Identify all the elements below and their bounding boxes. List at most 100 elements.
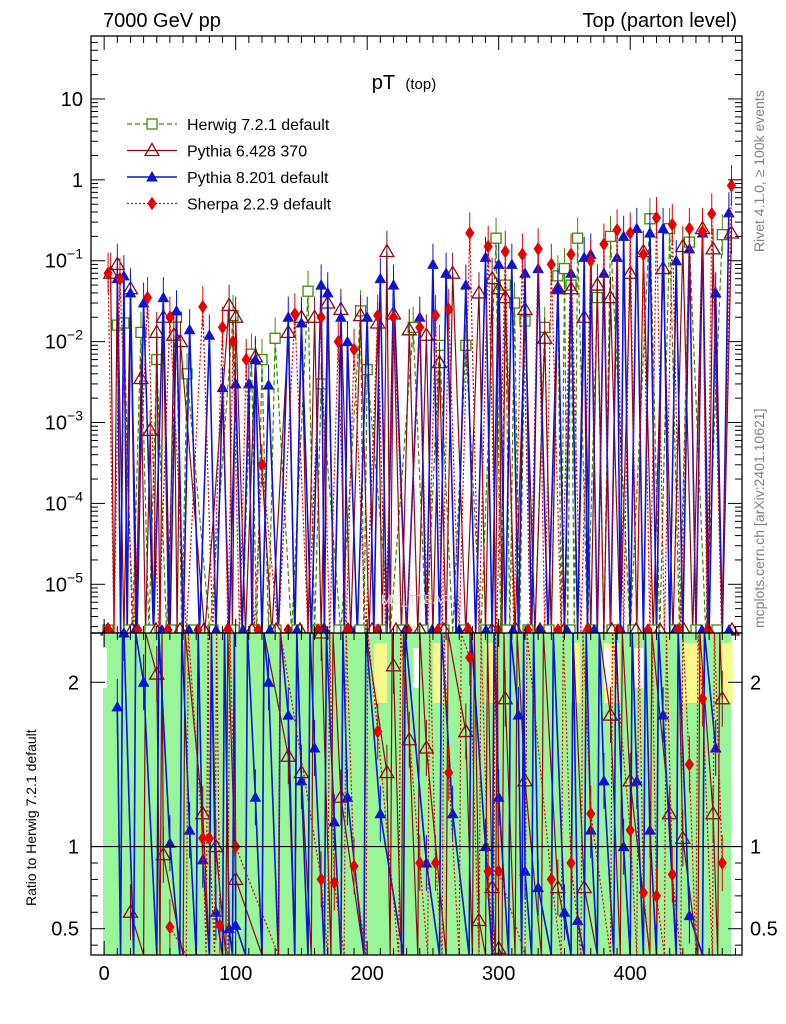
ratio-y-tick-label-right: 2 bbox=[750, 672, 761, 694]
data-point-sherpa bbox=[651, 210, 662, 225]
ratio-y-tick-label-right: 1 bbox=[750, 837, 761, 859]
data-point-sherpa bbox=[599, 237, 609, 252]
data-point-pythia8 bbox=[321, 286, 334, 298]
legend-label-sherpa: Sherpa 2.2.9 default bbox=[187, 197, 332, 214]
legend-marker-sherpa bbox=[147, 196, 157, 211]
data-point-pythia6 bbox=[589, 276, 606, 291]
data-point-sherpa bbox=[165, 310, 175, 325]
legend: Herwig 7.2.1 default Pythia 6.428 370 Pyth… bbox=[127, 117, 332, 214]
ratio-point-sherpa bbox=[667, 867, 677, 882]
rivet-version-label: Rivet 4.1.0, ≥ 100k events bbox=[751, 90, 767, 252]
data-point-sherpa bbox=[667, 217, 677, 232]
data-point-pythia6 bbox=[497, 289, 514, 304]
ratio-point-pythia8 bbox=[598, 774, 610, 786]
ratio-point-pythia6 bbox=[661, 805, 678, 820]
data-point-pythia8 bbox=[427, 258, 439, 269]
ratio-point-pythia8 bbox=[164, 837, 176, 848]
ratio-point-pythia8 bbox=[630, 774, 643, 786]
ratio-axis-label: Ratio to Herwig 7.2.1 default bbox=[23, 729, 39, 906]
watermark: MC_TTBAR bbox=[381, 592, 451, 607]
ratio-point-pythia8 bbox=[111, 700, 124, 712]
ratio-point-sherpa bbox=[215, 918, 225, 933]
ratio-point-pythia8 bbox=[644, 824, 656, 835]
data-point-herwig bbox=[361, 364, 373, 376]
ratio-y-tick-label-left: 1 bbox=[68, 837, 79, 859]
data-point-sherpa bbox=[115, 271, 125, 286]
x-tick-label: 300 bbox=[482, 963, 515, 985]
ratio-point-pythia6 bbox=[385, 657, 402, 672]
data-point-sherpa bbox=[103, 266, 113, 281]
ratio-panel-frame bbox=[90, 632, 743, 956]
data-point-pythia8 bbox=[361, 311, 374, 322]
data-point-pythia8 bbox=[335, 311, 347, 322]
data-point-pythia8 bbox=[387, 279, 400, 290]
ratio-point-pythia8 bbox=[249, 791, 262, 802]
data-point-sherpa bbox=[726, 178, 737, 193]
y-tick-label-exponent: −5 bbox=[67, 569, 83, 585]
data-point-sherpa bbox=[586, 253, 596, 268]
y-tick-label-exponent: −3 bbox=[67, 408, 83, 424]
ratio-point-pythia8 bbox=[532, 881, 545, 893]
ratio-line-pythia8 bbox=[116, 632, 717, 956]
data-point-sherpa bbox=[316, 310, 326, 325]
data-point-sherpa bbox=[349, 342, 359, 357]
ratio-band-gap bbox=[443, 648, 449, 688]
ratio-point-pythia8 bbox=[210, 906, 222, 917]
data-point-sherpa bbox=[638, 247, 648, 262]
data-point-sherpa bbox=[707, 206, 717, 221]
ratio-point-pythia6 bbox=[549, 879, 567, 894]
y-tick-label-base: 10 bbox=[45, 251, 67, 273]
data-point-sherpa bbox=[228, 334, 238, 349]
legend-marker-pythia6 bbox=[143, 142, 161, 157]
data-point-pythia8 bbox=[229, 377, 242, 389]
data-point-pythia6 bbox=[431, 354, 448, 369]
legend-marker-pythia8 bbox=[146, 170, 158, 182]
ratio-point-sherpa bbox=[430, 856, 441, 870]
data-point-pythia6 bbox=[483, 270, 501, 285]
ratio-point-pythia8 bbox=[374, 807, 387, 819]
data-point-sherpa bbox=[290, 307, 300, 321]
ratio-panel: 0.5 0.5 1 1 2 2 0 100 200 300 400 bbox=[51, 624, 778, 985]
ratio-point-pythia6 bbox=[602, 706, 619, 721]
data-point-sherpa bbox=[533, 242, 543, 256]
ratio-point-pythia8 bbox=[446, 807, 459, 819]
ratio-point-sherpa bbox=[204, 831, 214, 846]
x-tick-label: 400 bbox=[614, 963, 647, 985]
data-point-sherpa bbox=[697, 224, 708, 239]
data-point-pythia8 bbox=[124, 286, 137, 298]
y-tick-label: 10−3 bbox=[45, 408, 83, 435]
y-tick-label: 1 bbox=[72, 170, 83, 192]
ratio-point-pythia8 bbox=[282, 709, 295, 720]
y-tick-label-exponent: −4 bbox=[67, 488, 83, 504]
ratio-point-sherpa bbox=[566, 856, 576, 870]
data-point-pythia8 bbox=[492, 258, 505, 269]
data-point-pythia8 bbox=[157, 291, 170, 303]
y-tick-label: 10−2 bbox=[45, 327, 83, 354]
data-point-pythia8 bbox=[552, 282, 564, 294]
ratio-point-pythia8 bbox=[295, 774, 308, 786]
data-point-sherpa bbox=[465, 226, 475, 240]
ratio-point-sherpa bbox=[638, 885, 648, 900]
data-point-pythia8 bbox=[341, 335, 354, 347]
data-point-pythia8 bbox=[440, 267, 452, 278]
data-point-sherpa bbox=[241, 352, 251, 367]
data-point-pythia8 bbox=[617, 230, 630, 241]
y-tick-label: 10−4 bbox=[45, 488, 83, 515]
ratio-point-pythia8 bbox=[137, 676, 150, 687]
ratio-point-sherpa bbox=[444, 765, 454, 780]
data-point-pythia6 bbox=[622, 264, 639, 279]
data-point-pythia6 bbox=[401, 321, 418, 336]
data-point-pythia8 bbox=[295, 316, 308, 328]
ratio-band-yellow bbox=[485, 643, 497, 703]
ratio-point-sherpa bbox=[651, 888, 662, 903]
data-point-pythia6 bbox=[536, 329, 553, 344]
ratio-point-sherpa bbox=[165, 920, 175, 934]
data-point-pythia6 bbox=[674, 238, 691, 253]
data-point-sherpa bbox=[517, 247, 527, 262]
ratio-y-tick-label-left: 0.5 bbox=[51, 919, 79, 941]
data-point-sherpa bbox=[142, 290, 153, 305]
ratio-point-pythia6 bbox=[280, 747, 297, 762]
data-point-pythia8 bbox=[282, 311, 295, 322]
data-point-sherpa bbox=[373, 308, 383, 323]
